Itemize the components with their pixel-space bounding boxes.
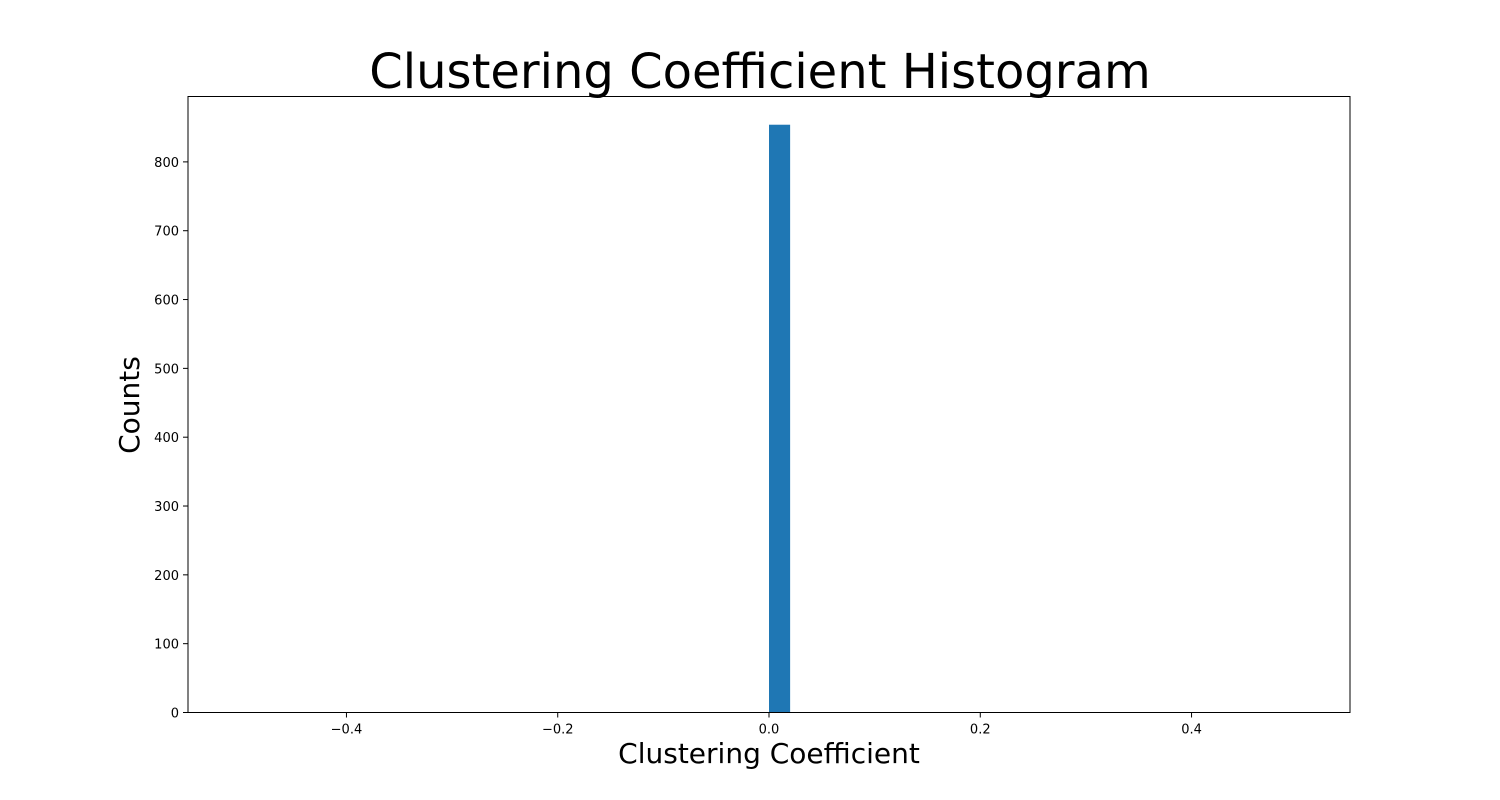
y-axis-label: Counts — [113, 356, 146, 454]
x-tick-label: 0.4 — [1181, 723, 1202, 738]
y-tick-label: 0 — [171, 707, 179, 722]
x-tick-label: −0.4 — [331, 723, 363, 738]
x-tick-label: 0.0 — [759, 723, 780, 738]
y-tick-label: 500 — [154, 362, 179, 377]
chart-title: Clustering Coefficient Histogram — [369, 44, 1150, 100]
y-tick-label: 300 — [154, 500, 179, 515]
y-tick-label: 800 — [154, 156, 179, 171]
x-tick-label: −0.2 — [542, 723, 574, 738]
y-tick-label: 200 — [154, 569, 179, 584]
y-tick-label: 700 — [154, 225, 179, 240]
histogram-bar — [769, 124, 791, 713]
bars-group — [769, 124, 791, 713]
y-tick-label: 400 — [154, 431, 179, 446]
y-tick-label: 100 — [154, 638, 179, 653]
x-axis-ticks: −0.4 −0.2 0.0 0.2 0.4 — [331, 712, 1202, 738]
y-axis-ticks: 0 100 200 300 400 500 600 700 800 — [154, 156, 188, 722]
y-tick-label: 600 — [154, 294, 179, 309]
x-tick-label: 0.2 — [970, 723, 991, 738]
x-axis-label: Clustering Coefficient — [618, 737, 920, 770]
plot-area: −0.4 −0.2 0.0 0.2 0.4 0 100 200 300 400 500 600 700… — [154, 96, 1351, 738]
